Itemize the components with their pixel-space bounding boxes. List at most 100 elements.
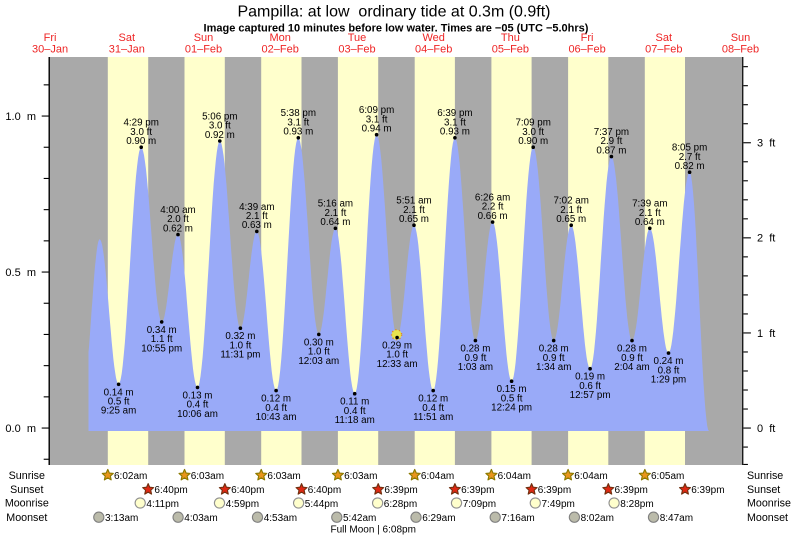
- svg-text:1:29 pm: 1:29 pm: [651, 375, 686, 386]
- svg-text:Sunset: Sunset: [10, 484, 43, 496]
- svg-text:Moonset: Moonset: [6, 512, 47, 524]
- svg-text:6:03am: 6:03am: [267, 471, 300, 482]
- svg-text:3:13am: 3:13am: [105, 513, 138, 524]
- svg-text:0.28 m: 0.28 m: [460, 344, 490, 355]
- svg-text:0 ft: 0 ft: [757, 423, 775, 435]
- svg-text:Pampilla: at low ordinary tid: Pampilla: at low ordinary tide at 0.3m (…: [237, 4, 550, 21]
- svg-text:6:39pm: 6:39pm: [461, 485, 494, 496]
- svg-text:02–Feb: 02–Feb: [262, 44, 299, 56]
- svg-text:0.11 m: 0.11 m: [340, 397, 369, 408]
- svg-text:2.9 ft: 2.9 ft: [601, 136, 623, 147]
- svg-text:0.65 m: 0.65 m: [556, 214, 586, 225]
- svg-text:6:29am: 6:29am: [422, 513, 455, 524]
- svg-text:0.24 m: 0.24 m: [654, 356, 684, 367]
- svg-text:5:44pm: 5:44pm: [305, 499, 338, 510]
- svg-text:1.0 ft: 1.0 ft: [308, 347, 330, 358]
- svg-text:Sunset: Sunset: [747, 484, 780, 496]
- svg-text:03–Feb: 03–Feb: [338, 44, 375, 56]
- svg-text:0.5 m: 0.5 m: [5, 267, 36, 279]
- svg-text:Fri: Fri: [44, 32, 57, 44]
- svg-text:1:03 am: 1:03 am: [458, 362, 493, 373]
- svg-text:2.2 ft: 2.2 ft: [482, 202, 504, 213]
- svg-text:30–Jan: 30–Jan: [32, 44, 68, 56]
- svg-text:7:16am: 7:16am: [501, 513, 534, 524]
- svg-text:2.7 ft: 2.7 ft: [679, 152, 701, 163]
- svg-text:1.0 m: 1.0 m: [5, 111, 36, 123]
- svg-text:0.30 m: 0.30 m: [304, 337, 334, 348]
- svg-text:2.1 ft: 2.1 ft: [639, 208, 661, 219]
- svg-text:9:25 am: 9:25 am: [101, 406, 136, 417]
- svg-text:0.5 ft: 0.5 ft: [108, 397, 130, 408]
- svg-text:05–Feb: 05–Feb: [492, 44, 529, 56]
- svg-text:11:18 am: 11:18 am: [335, 415, 375, 426]
- svg-text:0.13 m: 0.13 m: [183, 390, 213, 401]
- svg-text:8:05 pm: 8:05 pm: [672, 143, 707, 154]
- svg-text:6:39pm: 6:39pm: [384, 485, 417, 496]
- svg-text:2.1 ft: 2.1 ft: [403, 205, 425, 216]
- svg-text:3 ft: 3 ft: [757, 138, 775, 150]
- svg-text:6:39 pm: 6:39 pm: [437, 108, 472, 119]
- svg-text:6:39pm: 6:39pm: [691, 485, 724, 496]
- svg-text:0.64 m: 0.64 m: [320, 217, 350, 228]
- svg-text:6:03am: 6:03am: [344, 471, 377, 482]
- svg-text:0.4 ft: 0.4 ft: [265, 403, 287, 414]
- svg-text:3.0 ft: 3.0 ft: [522, 127, 544, 138]
- svg-text:10:55 pm: 10:55 pm: [141, 343, 182, 354]
- svg-text:0.9 ft: 0.9 ft: [543, 353, 565, 364]
- svg-text:0.28 m: 0.28 m: [617, 344, 647, 355]
- svg-text:5:16 am: 5:16 am: [318, 199, 353, 210]
- svg-text:2 ft: 2 ft: [757, 233, 775, 245]
- svg-text:6:02am: 6:02am: [114, 471, 147, 482]
- svg-text:Sunrise: Sunrise: [747, 470, 783, 482]
- svg-text:3.1 ft: 3.1 ft: [366, 114, 388, 125]
- svg-text:0.19 m: 0.19 m: [575, 372, 605, 383]
- svg-text:4:59pm: 4:59pm: [226, 499, 259, 510]
- svg-text:8:47am: 8:47am: [660, 513, 693, 524]
- svg-text:2.1 ft: 2.1 ft: [246, 211, 268, 222]
- svg-text:0.14 m: 0.14 m: [104, 387, 134, 398]
- svg-text:1 ft: 1 ft: [757, 328, 775, 340]
- svg-text:Moonrise: Moonrise: [5, 498, 49, 510]
- svg-text:6:03am: 6:03am: [191, 471, 224, 482]
- svg-text:3.1 ft: 3.1 ft: [444, 117, 466, 128]
- svg-text:1.0 ft: 1.0 ft: [386, 350, 408, 361]
- svg-text:0.8 ft: 0.8 ft: [658, 365, 680, 376]
- svg-text:4:00 am: 4:00 am: [160, 205, 195, 216]
- svg-text:4:03am: 4:03am: [184, 513, 217, 524]
- svg-text:6:40pm: 6:40pm: [154, 485, 187, 496]
- svg-text:Sat: Sat: [119, 32, 136, 44]
- svg-text:Sunrise: Sunrise: [9, 470, 45, 482]
- svg-text:2:04 am: 2:04 am: [614, 362, 649, 373]
- svg-text:0.32 m: 0.32 m: [225, 331, 255, 342]
- svg-text:0.94 m: 0.94 m: [362, 124, 392, 135]
- svg-text:6:04am: 6:04am: [498, 471, 531, 482]
- svg-text:0.63 m: 0.63 m: [242, 220, 272, 231]
- svg-text:0.90 m: 0.90 m: [518, 136, 548, 147]
- svg-text:2.1 ft: 2.1 ft: [325, 208, 347, 219]
- svg-text:3.0 ft: 3.0 ft: [130, 127, 152, 138]
- svg-text:01–Feb: 01–Feb: [185, 44, 222, 56]
- svg-text:Thu: Thu: [501, 32, 520, 44]
- svg-text:0.93 m: 0.93 m: [440, 127, 470, 138]
- svg-text:6:05am: 6:05am: [651, 471, 684, 482]
- svg-text:0.93 m: 0.93 m: [283, 127, 313, 138]
- svg-text:7:37 pm: 7:37 pm: [594, 127, 629, 138]
- svg-text:12:57 pm: 12:57 pm: [570, 390, 611, 401]
- svg-text:7:02 am: 7:02 am: [553, 196, 588, 207]
- svg-text:0.87 m: 0.87 m: [596, 145, 626, 156]
- svg-text:Tue: Tue: [348, 32, 367, 44]
- svg-text:0.66 m: 0.66 m: [478, 211, 508, 222]
- svg-text:12:24 pm: 12:24 pm: [491, 403, 532, 414]
- svg-text:0.64 m: 0.64 m: [635, 217, 665, 228]
- svg-text:Sat: Sat: [656, 32, 673, 44]
- svg-text:0.9 ft: 0.9 ft: [621, 353, 643, 364]
- svg-text:Wed: Wed: [422, 32, 444, 44]
- svg-text:10:43 am: 10:43 am: [256, 412, 297, 423]
- svg-text:6:28pm: 6:28pm: [384, 499, 417, 510]
- svg-text:0.6 ft: 0.6 ft: [579, 381, 601, 392]
- svg-text:2.1 ft: 2.1 ft: [560, 205, 582, 216]
- svg-text:4:11pm: 4:11pm: [146, 499, 179, 510]
- svg-text:1.1 ft: 1.1 ft: [151, 334, 173, 345]
- svg-text:0.5 ft: 0.5 ft: [501, 393, 523, 404]
- svg-text:6:04am: 6:04am: [421, 471, 454, 482]
